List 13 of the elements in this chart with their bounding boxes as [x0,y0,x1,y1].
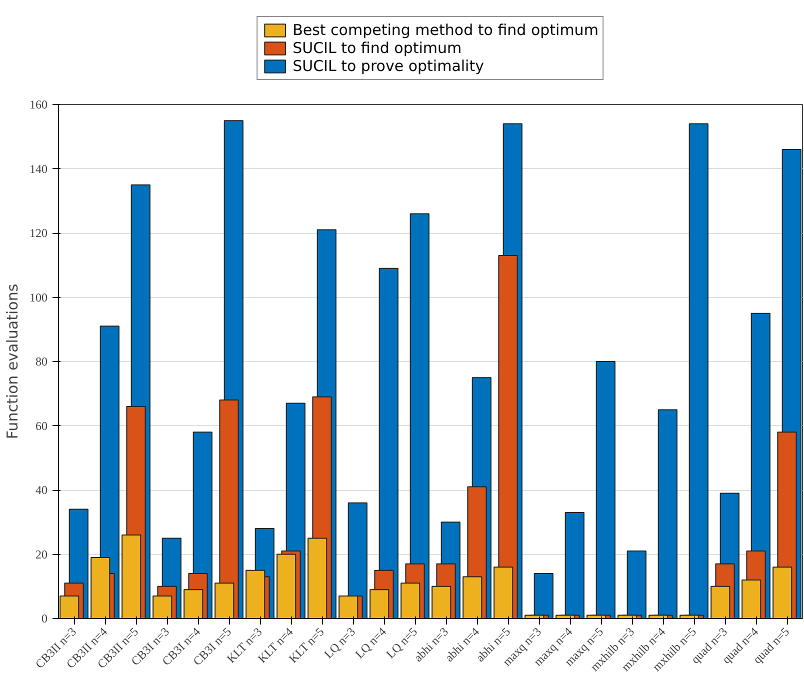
y-tick-label: 160 [30,98,48,112]
y-tick-label: 100 [30,290,48,304]
y-tick-label: 120 [30,226,48,240]
y-tick-label: 40 [36,483,48,497]
y-axis-title: Function evaluations [4,284,22,440]
y-tick-label: 80 [36,354,48,368]
y-tick-label: 140 [30,162,48,176]
legend-label: Best competing method to find optimum [292,21,598,39]
legend-label: SUCIL to find optimum [292,39,462,57]
y-tick-label: 0 [42,612,48,626]
y-tick-label: 20 [36,547,48,562]
y-tick-label: 60 [36,418,48,433]
legend-label: SUCIL to prove optimality [292,57,484,75]
